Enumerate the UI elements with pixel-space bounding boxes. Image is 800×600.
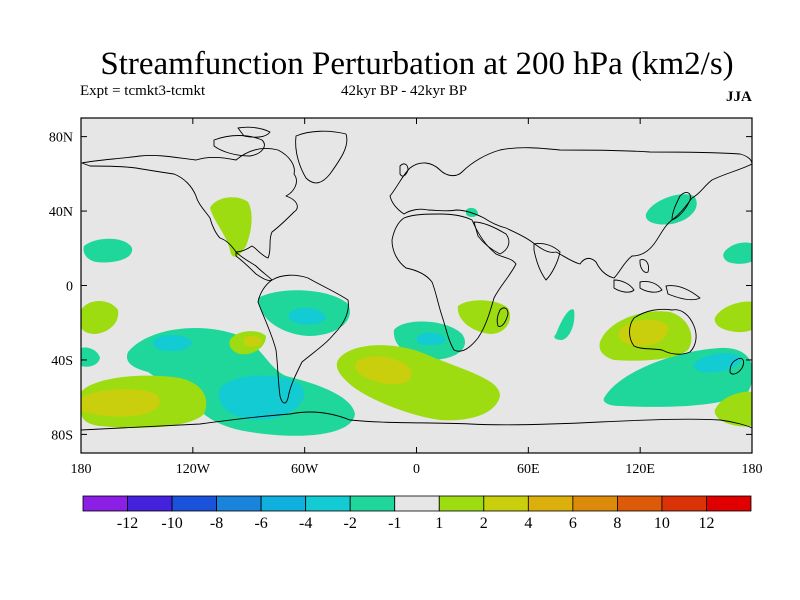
lon-tick-label: 60E [517, 462, 540, 477]
contour-negative-mozambique-channel [554, 309, 575, 340]
coastline-south-america [257, 274, 349, 404]
coastline-madagascar [496, 307, 509, 327]
contour-strong-negative-south-pacific [153, 334, 192, 352]
lon-tick-label: 180 [742, 462, 763, 477]
colorbar-label: 8 [613, 515, 621, 532]
contour-negative-central-pacific [83, 238, 133, 263]
colorbar-swatch [216, 495, 262, 512]
coastline-arabia [473, 221, 510, 255]
contour-positive-east-africa [457, 300, 510, 334]
colorbar-label: -12 [117, 515, 138, 532]
contour-strong-positive-south-indian [355, 356, 412, 385]
colorbar-swatch [394, 495, 440, 512]
colorbar-swatch [82, 495, 128, 512]
colorbar-swatch [127, 495, 173, 512]
contour-negative-west-pacific [723, 242, 752, 264]
contour-fields [81, 194, 752, 436]
contour-positive-east-pacific [81, 301, 119, 334]
contour-strong-negative-south-atlantic [416, 332, 446, 346]
longitude-axis: 180 120W 60W 0 60E 120E 180 [71, 118, 763, 477]
latitude-axis: 80N 40N 0 40S 80S [49, 131, 752, 443]
lon-tick-label: 60W [291, 462, 319, 477]
colorbar-label: -2 [344, 515, 357, 532]
colorbar-swatch [706, 495, 752, 512]
colorbar-label: 12 [698, 515, 714, 532]
coastline-australia [629, 308, 697, 355]
coastline-southeast-asia-islands [613, 259, 701, 301]
lat-tick-label: 40N [49, 205, 73, 220]
contour-strong-negative-southern-ocean [218, 375, 304, 420]
colorbar-swatch [617, 495, 663, 512]
lon-tick-label: 120W [176, 462, 211, 477]
period-label: 42kyr BP - 42kyr BP [341, 83, 468, 99]
contour-positive-southwest-pacific-edge [714, 391, 752, 427]
contour-negative-east-edge [81, 347, 100, 367]
colorbar-label: 2 [480, 515, 488, 532]
contour-strong-positive-south-america [244, 335, 262, 347]
coastline-new-zealand [729, 357, 745, 375]
experiment-label: Expt = tcmkt3-tcmkt [80, 83, 206, 99]
colorbar-swatch [305, 495, 351, 512]
coastline-japan [671, 192, 691, 221]
colorbar-swatch [171, 495, 217, 512]
colorbar-label: 6 [569, 515, 577, 532]
colorbar-label: -4 [299, 515, 312, 532]
colorbar-label: 10 [654, 515, 670, 532]
lat-tick-label: 40S [51, 354, 73, 369]
coastline-uk [399, 163, 409, 177]
colorbar-label: -8 [210, 515, 223, 532]
coastline-india [533, 243, 561, 281]
colorbar-label: -6 [254, 515, 267, 532]
coastline-africa [391, 213, 517, 352]
contour-positive-north-america [210, 197, 252, 257]
map-title: Streamfunction Perturbation at 200 hPa (… [100, 46, 734, 82]
season-label: JJA [726, 89, 752, 105]
colorbar-label: 4 [524, 515, 532, 532]
coastline-north-america [81, 148, 298, 259]
lat-tick-label: 80N [49, 131, 73, 146]
colorbar-swatch [661, 495, 707, 512]
colorbar-swatch [260, 495, 307, 512]
contour-positive-pacific-edge [714, 301, 752, 333]
lat-tick-label: 0 [66, 280, 73, 295]
lon-tick-label: 0 [413, 462, 420, 477]
colorbar-swatch [438, 495, 485, 512]
colorbar-swatch [572, 495, 618, 512]
lon-tick-label: 180 [71, 462, 92, 477]
contour-strong-negative-sw-atlantic [288, 307, 326, 325]
colorbar-label: -10 [161, 515, 182, 532]
coastline-antarctica [81, 411, 752, 431]
colorbar-swatch [483, 495, 529, 512]
colorbar-label: -1 [388, 515, 401, 532]
colorbar: -12 -10 -8 -6 -4 -2 -1 1 2 4 6 8 10 12 [82, 495, 752, 532]
coastline-eurasia [389, 147, 752, 279]
colorbar-swatch [349, 495, 396, 512]
lon-tick-label: 120E [625, 462, 655, 477]
contour-negative-japan [645, 194, 697, 225]
colorbar-swatch [527, 495, 574, 512]
coastline-greenland [295, 130, 348, 184]
coastline-arctic-islands [213, 126, 271, 157]
contour-strong-positive-southeast-pacific [81, 389, 160, 417]
colorbar-label: 1 [435, 515, 443, 532]
coastlines [81, 126, 752, 431]
lat-tick-label: 80S [51, 428, 73, 443]
